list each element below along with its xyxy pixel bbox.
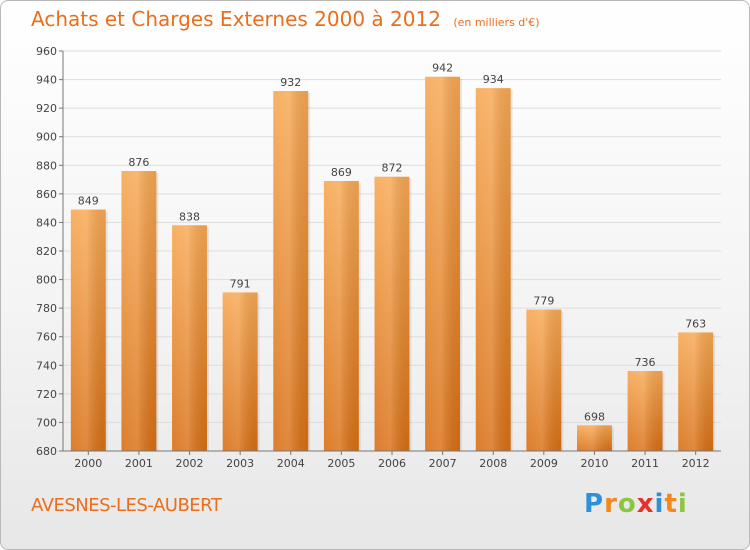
value-label-2002: 838 — [179, 210, 200, 223]
value-label-2011: 736 — [635, 356, 656, 369]
bar-layer: 849 876 838 791 932 869 872 942 934 779 698 736 763 — [70, 62, 716, 452]
axis-layer: 680 700 720 740 760 780 800 820 840 860 880 900 920 9… — [36, 45, 721, 470]
y-tick-label: 760 — [36, 331, 57, 344]
x-tick-label-2005: 2005 — [327, 457, 355, 470]
x-tick-label-2009: 2009 — [530, 457, 558, 470]
x-tick-label-2008: 2008 — [479, 457, 507, 470]
chart-subtitle: (en milliers d'€) — [453, 16, 540, 29]
y-tick-label: 740 — [36, 359, 57, 372]
value-label-2001: 876 — [128, 156, 149, 169]
value-label-2010: 698 — [584, 410, 605, 423]
bar-gloss — [222, 292, 258, 451]
y-tick-label: 680 — [36, 445, 57, 458]
value-label-2009: 779 — [533, 295, 554, 308]
x-tick-label-2003: 2003 — [226, 457, 254, 470]
x-tick-label-2000: 2000 — [74, 457, 102, 470]
bar-gloss — [576, 425, 612, 451]
bar-gloss — [526, 309, 562, 451]
x-tick-label-2004: 2004 — [277, 457, 305, 470]
bar-gloss — [374, 176, 410, 451]
x-tick-label-2010: 2010 — [580, 457, 608, 470]
x-tick-label-2006: 2006 — [378, 457, 406, 470]
y-tick-label: 840 — [36, 216, 57, 229]
value-label-2012: 763 — [685, 317, 706, 330]
y-tick-label: 880 — [36, 159, 57, 172]
bar-gloss — [172, 225, 208, 451]
x-tick-label-2002: 2002 — [176, 457, 204, 470]
value-label-2005: 869 — [331, 166, 352, 179]
value-label-2004: 932 — [280, 76, 301, 89]
logo-letter: o — [617, 489, 637, 519]
logo-letter: i — [677, 489, 688, 519]
y-tick-label: 820 — [36, 245, 57, 258]
logo-letter: i — [654, 489, 665, 519]
y-tick-label: 780 — [36, 302, 57, 315]
y-tick-label: 900 — [36, 131, 57, 144]
logo-letter: P — [584, 489, 605, 519]
x-tick-label-2007: 2007 — [429, 457, 457, 470]
bar-gloss — [627, 371, 663, 451]
y-tick-label: 720 — [36, 388, 57, 401]
value-label-2003: 791 — [230, 277, 251, 290]
chart-title: Achats et Charges Externes 2000 à 2012 (… — [31, 7, 540, 31]
logo-letter: t — [664, 489, 678, 519]
x-tick-label-2001: 2001 — [125, 457, 153, 470]
value-label-2006: 872 — [382, 162, 403, 175]
x-tick-label-2012: 2012 — [682, 457, 710, 470]
city-name: AVESNES-LES-AUBERT — [31, 495, 222, 516]
bar-gloss — [70, 209, 106, 451]
y-tick-label: 920 — [36, 102, 57, 115]
bar-gloss — [273, 91, 309, 451]
value-label-2000: 849 — [78, 195, 99, 208]
y-tick-label: 800 — [36, 274, 57, 287]
y-tick-label: 700 — [36, 416, 57, 429]
logo-letter: r — [604, 489, 618, 519]
y-tick-label: 960 — [36, 45, 57, 58]
bar-gloss — [475, 88, 511, 452]
proxiti-logo: Proxiti — [584, 489, 688, 519]
value-label-2007: 942 — [432, 62, 453, 75]
chart-title-text: Achats et Charges Externes 2000 à 2012 — [31, 7, 441, 31]
bar-gloss — [425, 76, 461, 451]
logo-letter: x — [636, 489, 655, 519]
bar-gloss — [121, 171, 157, 451]
y-tick-label: 860 — [36, 188, 57, 201]
bar-gloss — [678, 332, 714, 451]
bar-gloss — [323, 181, 359, 451]
value-label-2008: 934 — [483, 73, 504, 86]
y-tick-label: 940 — [36, 74, 57, 87]
x-tick-label-2011: 2011 — [631, 457, 659, 470]
